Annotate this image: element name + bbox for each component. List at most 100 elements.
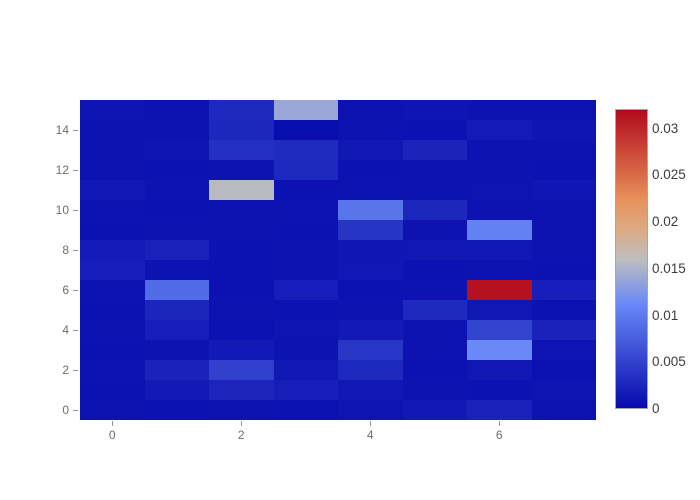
heatmap-cell	[338, 320, 403, 340]
x-axis-tick-mark	[369, 421, 371, 426]
colorbar-tick-label: 0.01	[652, 307, 679, 323]
heatmap-cell	[209, 320, 274, 340]
heatmap-cell	[209, 280, 274, 300]
heatmap-cell	[144, 260, 209, 280]
heatmap-cell	[402, 280, 467, 300]
heatmap-cell	[531, 380, 596, 400]
heatmap-cell	[402, 360, 467, 380]
heatmap-cell	[467, 240, 532, 260]
heatmap-cell	[338, 180, 403, 200]
heatmap-cell	[144, 280, 209, 300]
heatmap-cell	[531, 100, 596, 120]
heatmap-cell	[209, 220, 274, 240]
heatmap-cell	[209, 360, 274, 380]
heatmap-cell	[402, 260, 467, 280]
heatmap-cell	[402, 240, 467, 260]
heatmap-cell	[338, 280, 403, 300]
heatmap-cell	[80, 380, 145, 400]
heatmap-cell	[467, 400, 532, 420]
y-axis-tick-label: 0	[62, 403, 69, 417]
heatmap-cell	[80, 160, 145, 180]
heatmap-cell	[273, 120, 338, 140]
colorbar-tick-label: 0	[652, 401, 660, 416]
heatmap-cell	[80, 280, 145, 300]
colorbar	[615, 109, 648, 409]
y-axis-tick-mark	[73, 249, 78, 251]
y-axis-tick-mark	[73, 329, 78, 331]
heatmap-cell	[338, 260, 403, 280]
heatmap-cell	[531, 340, 596, 360]
heatmap-cell	[80, 200, 145, 220]
heatmap-cell	[273, 280, 338, 300]
heatmap-cell	[531, 120, 596, 140]
heatmap-cell	[402, 220, 467, 240]
colorbar-tick-label: 0.025	[652, 167, 686, 183]
heatmap-cell	[80, 240, 145, 260]
heatmap-cell	[338, 360, 403, 380]
heatmap-cell	[80, 120, 145, 140]
heatmap-cell	[273, 340, 338, 360]
heatmap-cell	[402, 340, 467, 360]
y-axis-tick-label: 4	[62, 323, 69, 337]
y-axis-tick-label: 10	[55, 203, 69, 217]
y-axis-tick-label: 2	[62, 363, 69, 377]
x-axis-tick-label: 0	[108, 428, 116, 442]
heatmap-cell	[467, 360, 532, 380]
heatmap-cell	[144, 300, 209, 320]
heatmap-cell	[144, 160, 209, 180]
heatmap-cell	[338, 160, 403, 180]
heatmap-cell	[338, 140, 403, 160]
heatmap-cell	[144, 400, 209, 420]
heatmap-cell	[144, 340, 209, 360]
heatmap-plot-area[interactable]	[80, 100, 596, 420]
heatmap-cell	[531, 320, 596, 340]
heatmap-cell	[80, 140, 145, 160]
heatmap-cell	[531, 220, 596, 240]
heatmap-cell	[209, 300, 274, 320]
heatmap-cell	[273, 380, 338, 400]
heatmap-cell	[402, 200, 467, 220]
colorbar-tick-label: 0.015	[652, 260, 686, 276]
heatmap-cell	[467, 160, 532, 180]
heatmap-cell	[531, 200, 596, 220]
heatmap-cell	[80, 300, 145, 320]
heatmap-cell	[144, 140, 209, 160]
heatmap-cell	[273, 320, 338, 340]
heatmap-cell	[144, 200, 209, 220]
y-axis-tick-mark	[73, 409, 78, 411]
heatmap-cell	[402, 140, 467, 160]
heatmap-cell	[531, 160, 596, 180]
heatmap-cell	[209, 400, 274, 420]
x-axis-tick-mark	[111, 421, 113, 426]
heatmap-cell	[209, 180, 274, 200]
heatmap-cell	[144, 360, 209, 380]
heatmap-cell	[402, 320, 467, 340]
colorbar-gradient	[616, 110, 647, 408]
heatmap-cell	[209, 160, 274, 180]
heatmap-cell	[273, 300, 338, 320]
heatmap-cell	[467, 100, 532, 120]
y-axis-tick-label: 12	[55, 163, 69, 177]
heatmap-cell	[80, 260, 145, 280]
heatmap-cell	[80, 100, 145, 120]
heatmap-cell	[467, 320, 532, 340]
heatmap-cell	[273, 220, 338, 240]
y-axis-tick-label: 6	[62, 283, 69, 297]
heatmap-cell	[531, 400, 596, 420]
heatmap-cell	[402, 100, 467, 120]
heatmap-cell	[531, 180, 596, 200]
heatmap-cell	[467, 120, 532, 140]
x-axis-tick-label: 2	[237, 428, 245, 442]
heatmap-cell	[80, 220, 145, 240]
y-axis-tick-mark	[73, 289, 78, 291]
heatmap-cell	[209, 380, 274, 400]
heatmap-cell	[402, 380, 467, 400]
heatmap-cell	[338, 400, 403, 420]
heatmap-cell	[467, 300, 532, 320]
heatmap-cell	[467, 220, 532, 240]
heatmap-cell	[273, 160, 338, 180]
heatmap-cell	[467, 260, 532, 280]
colorbar-tick-label: 0.02	[652, 214, 679, 230]
heatmap-cell	[209, 120, 274, 140]
heatmap-cell	[531, 140, 596, 160]
